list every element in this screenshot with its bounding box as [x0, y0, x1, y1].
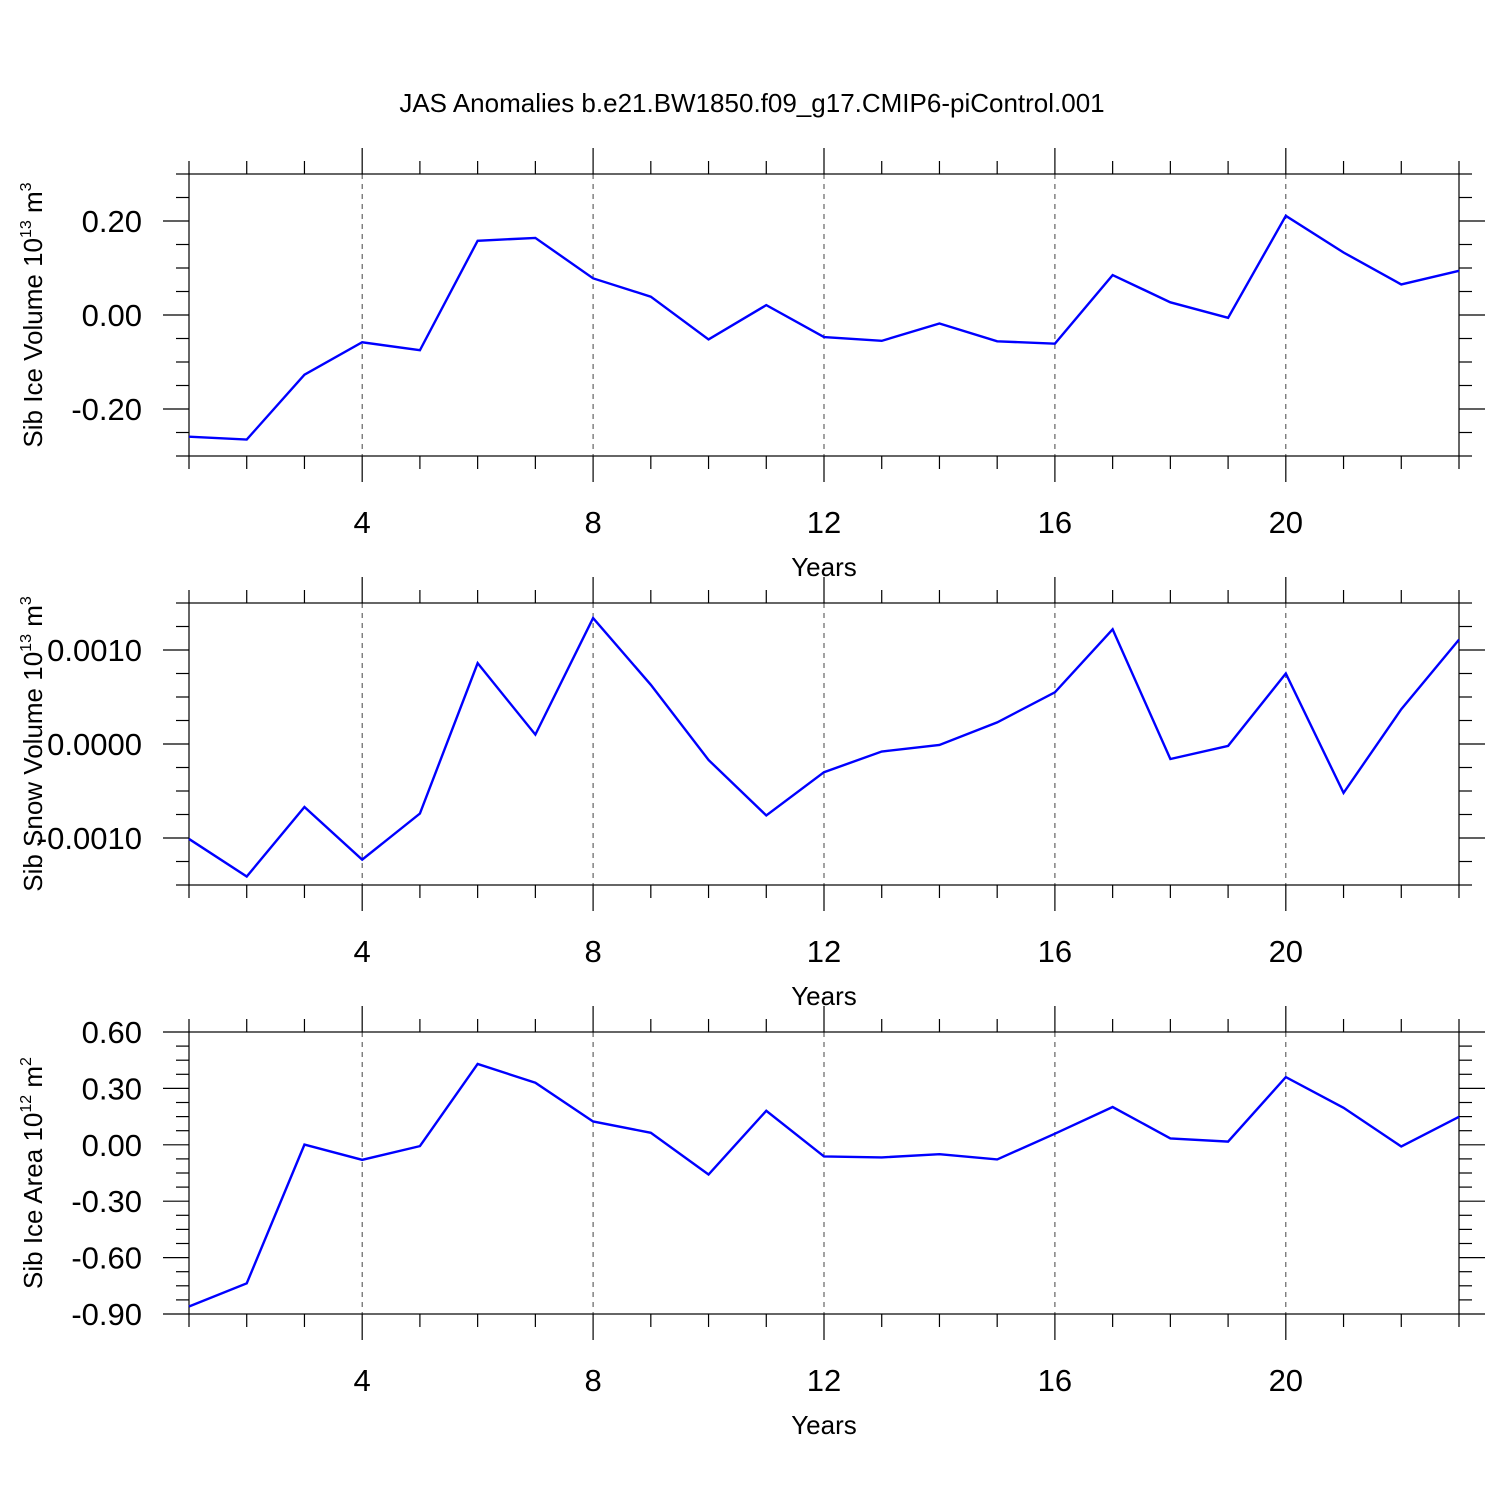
chart-title: JAS Anomalies b.e21.BW1850.f09_g17.CMIP6… — [399, 88, 1104, 118]
x-tick-label: 20 — [1269, 505, 1303, 540]
y-tick-label: -0.20 — [71, 392, 142, 427]
y-axis-title-unit: m — [18, 191, 48, 220]
y-axis-title-exponent: 13 — [18, 220, 35, 238]
y-tick-label: -0.30 — [71, 1184, 142, 1219]
x-tick-label: 4 — [354, 1363, 371, 1398]
x-tick-label: 4 — [354, 505, 371, 540]
y-axis-title-text: Sib Ice Volume 10 — [18, 238, 48, 448]
series-line — [188, 214, 1460, 441]
y-axis-title-exponent: 13 — [18, 634, 35, 652]
series-line — [188, 1062, 1460, 1308]
x-tick-label: 8 — [584, 934, 601, 969]
x-tick-label: 20 — [1269, 934, 1303, 969]
plot-frame — [188, 173, 1460, 457]
x-tick-label: 20 — [1269, 1363, 1303, 1398]
y-axis-title: Sib Ice Area 1012 m2 — [18, 1057, 48, 1289]
x-tick-label: 12 — [807, 934, 841, 969]
y-axis-title-text: Sib Ice Area 10 — [18, 1113, 48, 1289]
y-tick-label: 0.0010 — [47, 633, 142, 668]
plot-frame — [188, 1031, 1460, 1315]
y-axis-title-unit-exponent: 3 — [18, 596, 35, 605]
x-tick-label: 16 — [1038, 505, 1072, 540]
x-tick-label: 4 — [354, 934, 371, 969]
y-tick-label: 0.0000 — [47, 727, 142, 762]
y-tick-label: -0.90 — [71, 1297, 142, 1332]
y-axis-title-unit: m — [18, 605, 48, 634]
y-axis-title-exponent: 12 — [18, 1095, 35, 1113]
y-tick-label: -0.0010 — [37, 821, 142, 856]
chart-panel-3: 4 8 12 16 20 -0.90 -0.60 -0.30 0.00 0.30 0.60 Years… — [18, 1006, 1485, 1440]
y-tick-label: 0.30 — [82, 1071, 142, 1106]
y-tick-label: 0.00 — [82, 298, 142, 333]
y-tick-label: 0.20 — [82, 204, 142, 239]
y-axis-title-unit: m — [18, 1066, 48, 1095]
y-axis-title-unit-exponent: 2 — [18, 1057, 35, 1066]
x-tick-label: 8 — [584, 505, 601, 540]
x-tick-label: 16 — [1038, 1363, 1072, 1398]
y-axis-title: Sib Ice Volume 1013 m3 — [18, 182, 48, 447]
x-tick-label: 12 — [807, 1363, 841, 1398]
y-tick-label: 0.00 — [82, 1128, 142, 1163]
y-axis-title-text: Sib Snow Volume 10 — [18, 652, 48, 892]
series-line — [188, 615, 1460, 879]
x-axis-title: Years — [791, 1410, 857, 1440]
y-axis-title: Sib Snow Volume 1013 m3 — [18, 596, 48, 892]
x-tick-label: 16 — [1038, 934, 1072, 969]
y-tick-label: 0.60 — [82, 1015, 142, 1050]
y-tick-label: -0.60 — [71, 1241, 142, 1276]
y-axis-title-unit-exponent: 3 — [18, 182, 35, 191]
x-tick-label: 8 — [584, 1363, 601, 1398]
plot-frame — [188, 602, 1460, 886]
x-tick-label: 12 — [807, 505, 841, 540]
